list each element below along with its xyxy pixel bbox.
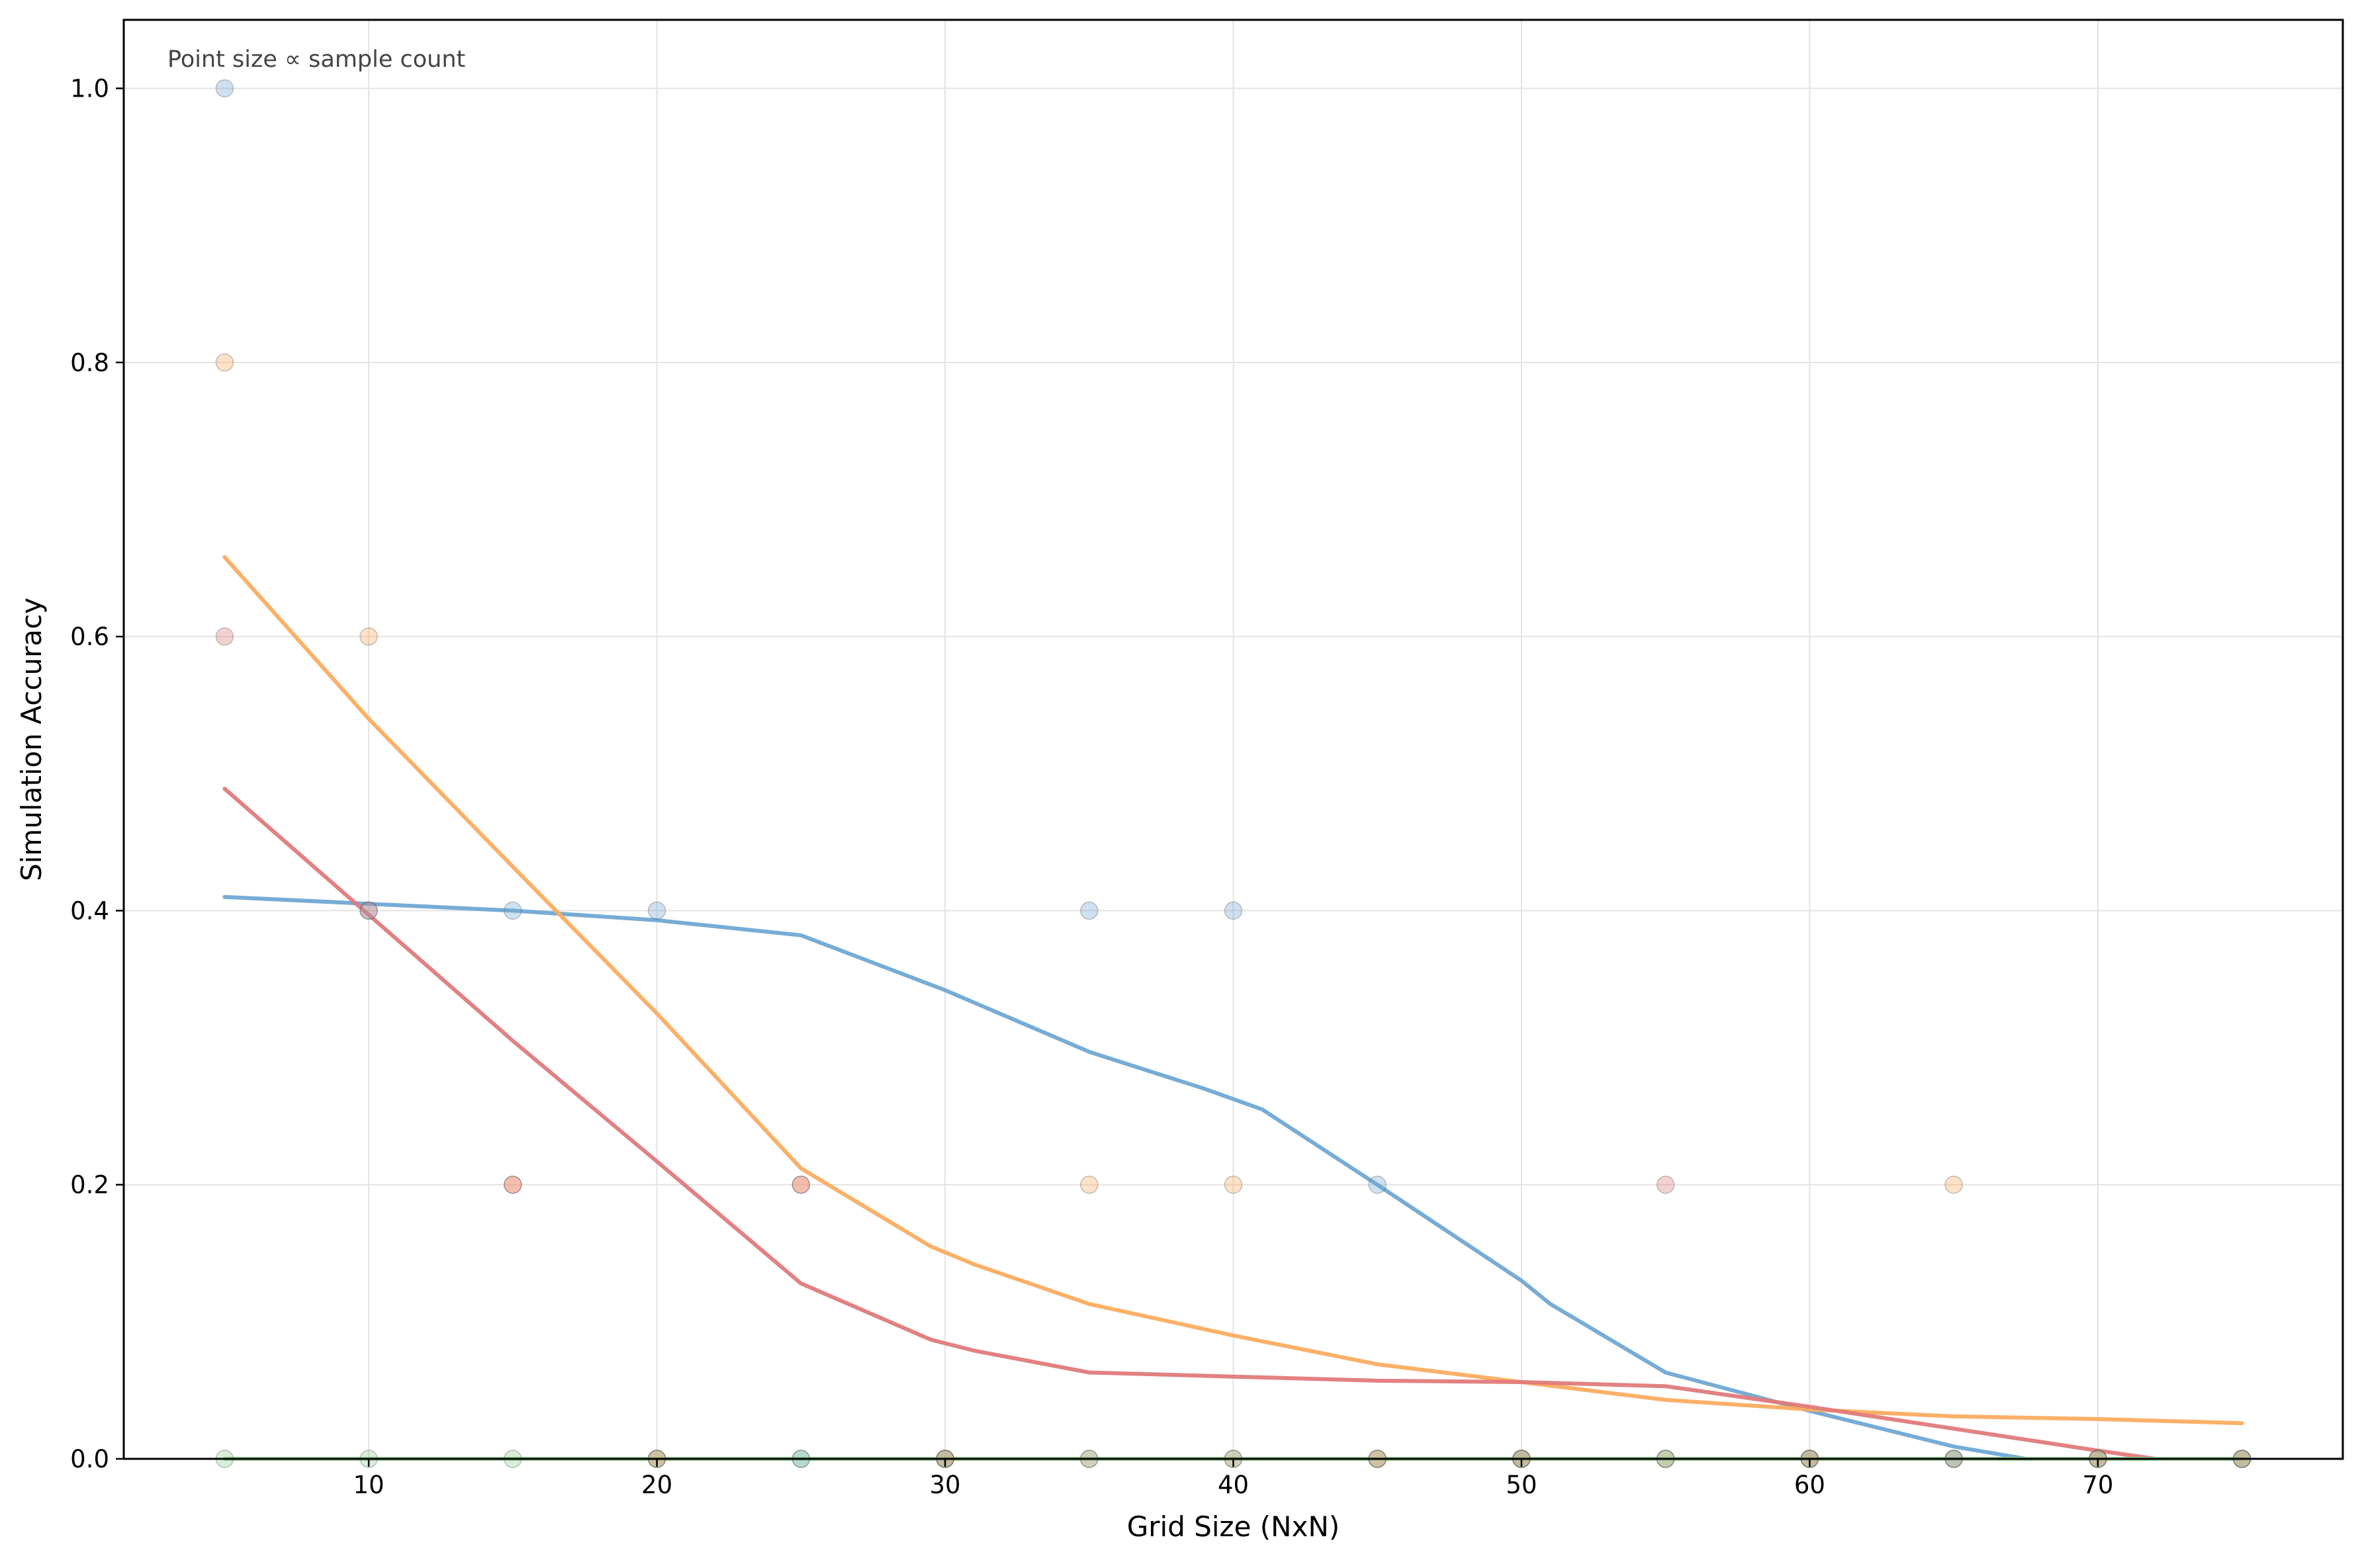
- data-point-1-7: [1224, 1175, 1243, 1194]
- data-point-0-7: [1224, 901, 1243, 920]
- x-tick-label-50: 50: [1506, 1471, 1537, 1499]
- data-point-2-0: [215, 627, 234, 646]
- y-tick-label-4: 0.8: [70, 349, 109, 377]
- size-annotation: Point size ∝ sample count: [167, 46, 465, 73]
- data-point-0-6: [1080, 901, 1099, 920]
- data-point-1-12: [1944, 1175, 1963, 1194]
- y-tick-label-2: 0.4: [70, 896, 109, 925]
- x-tick-label-40: 40: [1218, 1471, 1249, 1499]
- x-tick-label-30: 30: [929, 1471, 960, 1499]
- data-point-1-1: [359, 627, 378, 646]
- data-point-1-6: [1080, 1175, 1099, 1194]
- data-point-2-1: [359, 901, 378, 920]
- x-tick-label-60: 60: [1794, 1471, 1825, 1499]
- x-tick-label-10: 10: [353, 1471, 385, 1499]
- data-point-0-8: [1368, 1175, 1386, 1194]
- data-point-0-0: [215, 79, 234, 98]
- data-point-1-0: [215, 353, 234, 372]
- trend-line-0: [222, 894, 2028, 1461]
- trend-line-1: [222, 555, 2244, 1426]
- grid: [124, 20, 2343, 1459]
- data-point-0-2: [504, 901, 522, 920]
- data-point-0-3: [647, 901, 666, 920]
- y-tick-label-3: 0.6: [70, 623, 109, 651]
- x-tick-label-70: 70: [2082, 1471, 2113, 1499]
- y-tick-label-5: 1.0: [70, 75, 109, 103]
- x-axis-label: Grid Size (NxN): [1127, 1510, 1340, 1543]
- data-point-1-2: [504, 1175, 522, 1194]
- axis-ticks: 10 20 30 40 50 60 70 0.0 0.2 0.4 0.6 0.8 1.0: [70, 75, 2113, 1499]
- data-point-1-4: [792, 1175, 811, 1194]
- y-tick-label-1: 0.2: [70, 1171, 109, 1199]
- data-point-2-10: [1656, 1175, 1675, 1194]
- data-point-2-4: [792, 1175, 811, 1194]
- y-tick-label-0: 0.0: [70, 1445, 109, 1473]
- data-point-0-1: [359, 901, 378, 920]
- trend-line-2: [222, 787, 2158, 1461]
- data-point-2-2: [504, 1175, 522, 1194]
- x-tick-label-20: 20: [641, 1471, 672, 1499]
- y-axis-label: Simulation Accuracy: [15, 597, 48, 881]
